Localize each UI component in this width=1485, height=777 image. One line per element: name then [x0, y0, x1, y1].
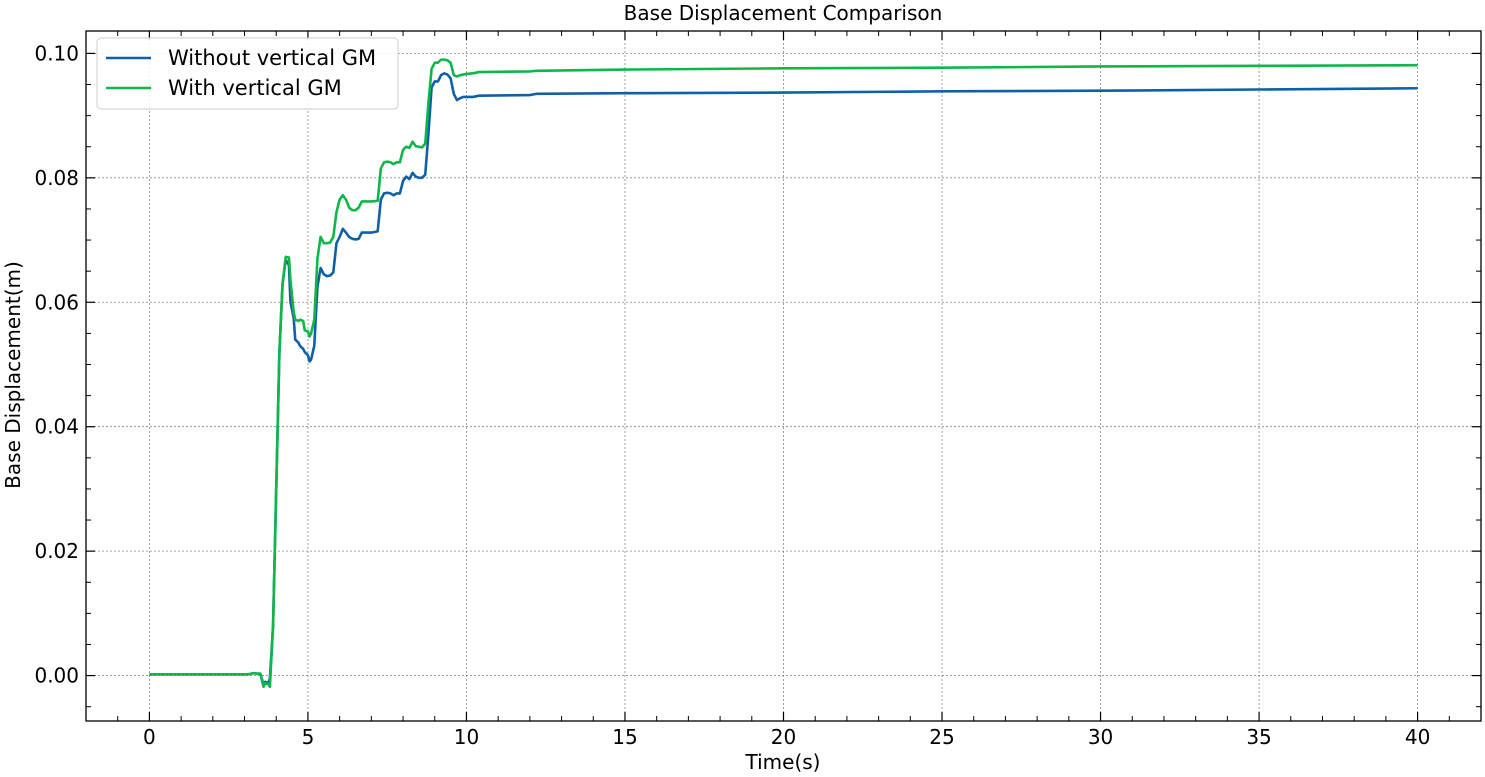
y-tick-label: 0.08: [34, 166, 79, 190]
y-tick-label: 0.10: [34, 41, 79, 65]
x-tick-label: 5: [302, 725, 315, 749]
axis-ticks: [86, 31, 1481, 721]
y-tick-label: 0.06: [34, 290, 79, 314]
chart-title: Base Displacement Comparison: [624, 1, 943, 25]
legend: Without vertical GM With vertical GM: [96, 37, 399, 110]
x-tick-label: 15: [612, 725, 637, 749]
x-axis-tick-labels: 0 5 10 15 20 25 30 35 40: [143, 725, 1430, 749]
y-tick-label: 0.04: [34, 415, 79, 439]
y-tick-label: 0.00: [34, 664, 79, 688]
y-axis-label: Base Displacement(m): [1, 261, 25, 489]
series-group: [149, 58, 1418, 689]
plot-frame: [85, 30, 1482, 722]
legend-label-1: Without vertical GM: [168, 46, 376, 70]
x-tick-label: 40: [1405, 725, 1430, 749]
y-tick-label: 0.02: [34, 539, 79, 563]
x-tick-label: 20: [771, 725, 796, 749]
x-tick-label: 25: [929, 725, 954, 749]
x-tick-label: 30: [1088, 725, 1113, 749]
x-axis-label: Time(s): [745, 750, 821, 774]
legend-box: [96, 37, 399, 110]
x-tick-label: 0: [143, 725, 156, 749]
y-axis-tick-labels: 0.00 0.02 0.04 0.06 0.08 0.10: [34, 41, 79, 687]
grid-lines: [86, 31, 1481, 721]
legend-label-2: With vertical GM: [168, 76, 342, 100]
series-line-2: [149, 58, 1418, 689]
x-tick-label: 35: [1246, 725, 1271, 749]
x-tick-label: 10: [454, 725, 479, 749]
